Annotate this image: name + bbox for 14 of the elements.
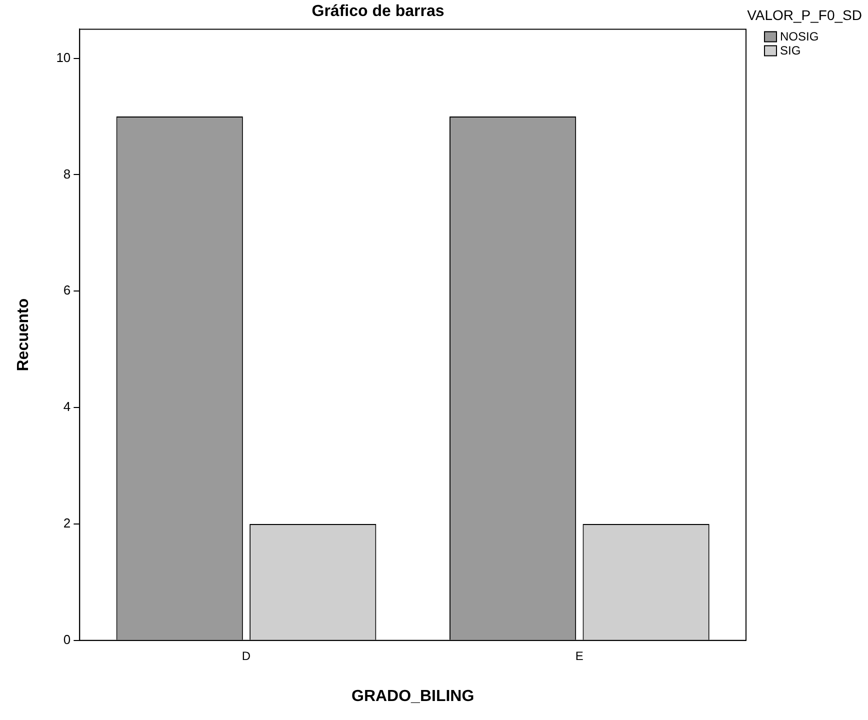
chart-title: Gráfico de barras (312, 3, 444, 20)
legend-label: NOSIG (780, 30, 819, 44)
y-axis-title: Recuento (15, 298, 32, 372)
y-tick-label: 0 (63, 632, 71, 647)
legend-title: VALOR_P_F0_SD (747, 7, 862, 24)
y-tick-label: 8 (63, 166, 71, 182)
y-tick-label: 2 (63, 516, 71, 531)
y-tick-label: 10 (56, 50, 71, 65)
legend-label: SIG (780, 44, 801, 58)
y-tick-label: 4 (63, 399, 71, 414)
y-tick-label: 6 (63, 282, 71, 298)
x-tick-label: D (242, 648, 251, 663)
x-axis-title: GRADO_BILING (351, 688, 474, 705)
x-tick-label: E (575, 648, 584, 663)
